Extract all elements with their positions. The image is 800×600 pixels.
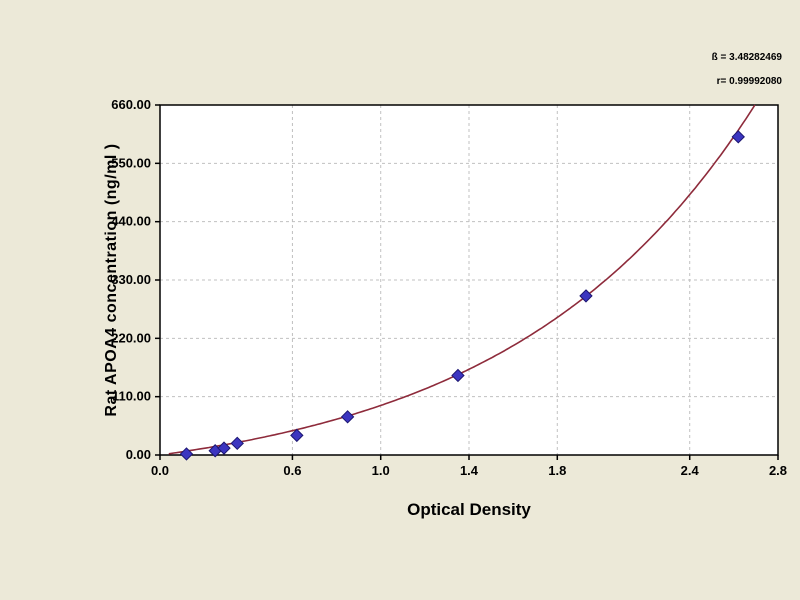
svg-text:440.00: 440.00: [111, 214, 151, 229]
tick-marks: [155, 104, 779, 460]
svg-text:330.00: 330.00: [111, 272, 151, 287]
svg-text:550.00: 550.00: [111, 155, 151, 170]
data-point: [579, 289, 593, 303]
correlation-coefficient-text: r= 0.99992080: [716, 76, 782, 87]
x-tick-labels: 0.0 0.6 1.0 1.4 1.8 2.4 2.8: [151, 463, 787, 478]
svg-text:1.8: 1.8: [548, 463, 566, 478]
gridlines: [160, 105, 778, 455]
data-point: [290, 428, 304, 443]
fit-curve: [168, 104, 756, 455]
svg-text:2.4: 2.4: [681, 463, 700, 478]
svg-text:1.0: 1.0: [372, 463, 390, 478]
data-points: [179, 130, 745, 461]
svg-text:1.4: 1.4: [460, 463, 479, 478]
fit-parameter-text: ß = 3.48282469: [711, 52, 782, 63]
fit-annotations: ß = 3.48282469 r= 0.99992080: [712, 46, 782, 94]
svg-text:220.00: 220.00: [111, 330, 151, 345]
data-point: [230, 436, 244, 451]
svg-text:660.00: 660.00: [111, 97, 151, 112]
svg-text:2.8: 2.8: [769, 463, 787, 478]
svg-text:0.6: 0.6: [283, 463, 301, 478]
svg-text:0.00: 0.00: [126, 447, 151, 462]
data-point: [340, 410, 355, 424]
data-point: [217, 441, 231, 455]
data-point: [451, 368, 465, 383]
svg-text:0.0: 0.0: [151, 463, 169, 478]
svg-text:110.00: 110.00: [112, 389, 151, 404]
x-axis-title: Optical Density: [407, 500, 531, 519]
data-point: [179, 447, 194, 461]
data-point: [731, 130, 745, 144]
y-tick-labels: 0.00 110.00 220.00 330.00 440.00 550.00 660.00: [111, 97, 151, 462]
